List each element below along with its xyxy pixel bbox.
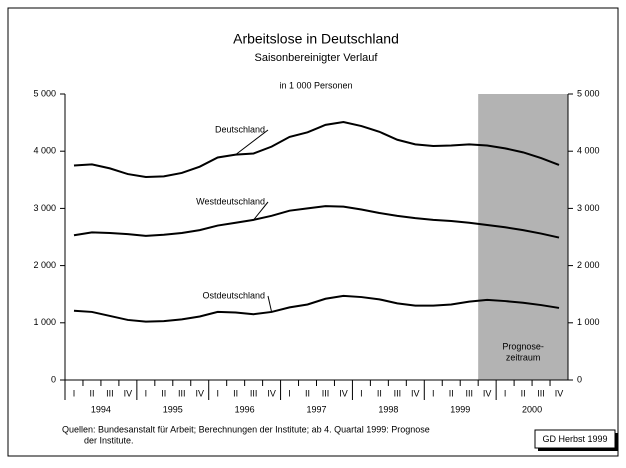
year-label: 1995 (163, 404, 183, 414)
x-tick-label: III (178, 388, 186, 398)
x-tick-label: II (377, 388, 382, 398)
x-tick-label: IV (411, 388, 420, 398)
year-label: 1997 (306, 404, 326, 414)
x-tick-label: II (89, 388, 94, 398)
x-tick-label: III (322, 388, 330, 398)
x-tick-label: IV (267, 388, 276, 398)
x-tick-label: I (288, 388, 291, 398)
y2-tick-label: 4 000 (577, 146, 600, 156)
chart-subtitle: Saisonbereinigter Verlauf (255, 52, 379, 64)
credit-box (534, 429, 616, 449)
x-tick-label: I (360, 388, 363, 398)
y2-tick-label: 5 000 (577, 88, 600, 98)
y2-tick-label: 0 (577, 374, 582, 384)
x-tick-label: II (233, 388, 238, 398)
year-label: 1998 (378, 404, 398, 414)
y-tick-label: 0 (51, 374, 56, 384)
y2-tick-label: 1 000 (577, 317, 600, 327)
year-label: 2000 (522, 404, 542, 414)
series-line (73, 294, 560, 323)
forecast-label: Prognose- (502, 341, 544, 351)
x-tick-label: IV (339, 388, 348, 398)
series-label: Deutschland (215, 124, 265, 134)
x-tick-label: III (394, 388, 402, 398)
y-tick-label: 4 000 (33, 146, 56, 156)
x-tick-label: III (465, 388, 473, 398)
y-tick-label: 3 000 (33, 203, 56, 213)
x-tick-label: I (432, 388, 435, 398)
x-tick-label: IV (483, 388, 492, 398)
series-label: Ostdeutschland (202, 290, 265, 300)
series-line (73, 121, 560, 178)
series-line (73, 205, 560, 239)
x-tick-label: IV (195, 388, 204, 398)
x-tick-label: II (521, 388, 526, 398)
x-tick-label: II (449, 388, 454, 398)
y2-tick-label: 2 000 (577, 260, 600, 270)
source-note: der Institute. (84, 435, 134, 445)
leader-line (253, 201, 269, 221)
y-tick-label: 1 000 (33, 317, 56, 327)
y-tick-label: 2 000 (33, 260, 56, 270)
year-label: 1994 (91, 404, 111, 414)
series-label: Westdeutschland (196, 196, 265, 206)
x-tick-label: III (106, 388, 114, 398)
x-tick-label: IV (124, 388, 133, 398)
unit-label: in 1 000 Personen (279, 80, 352, 90)
leader-line (235, 129, 269, 156)
x-tick-label: III (250, 388, 258, 398)
x-tick-label: I (504, 388, 507, 398)
forecast-label: zeitraum (506, 352, 541, 362)
x-tick-label: I (216, 388, 219, 398)
frame (7, 7, 619, 457)
x-tick-label: III (537, 388, 545, 398)
year-label: 1996 (235, 404, 255, 414)
x-tick-label: II (161, 388, 166, 398)
source-note: Quellen: Bundesanstalt für Arbeit; Berec… (62, 424, 430, 434)
x-tick-label: IV (555, 388, 564, 398)
credit: GD Herbst 1999 (542, 434, 607, 444)
chart-title: Arbeitslose in Deutschland (233, 31, 399, 47)
year-label: 1999 (450, 404, 470, 414)
leader-line (267, 295, 273, 313)
y2-tick-label: 3 000 (577, 203, 600, 213)
x-tick-label: II (305, 388, 310, 398)
x-tick-label: I (73, 388, 76, 398)
x-tick-label: I (145, 388, 148, 398)
y-tick-label: 5 000 (33, 88, 56, 98)
